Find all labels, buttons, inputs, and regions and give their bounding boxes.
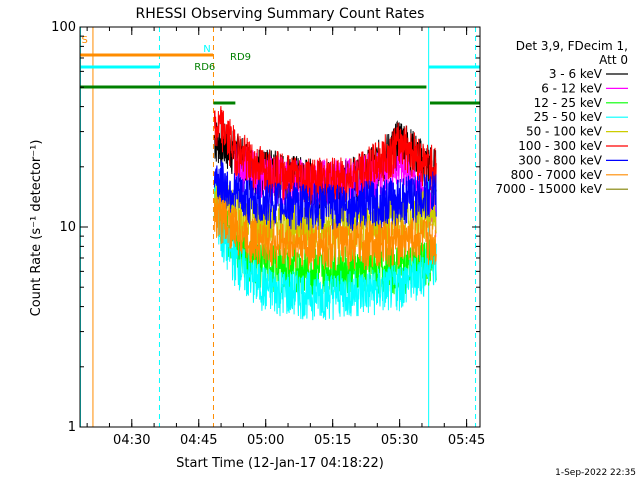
x-tick-label: 05:00 xyxy=(247,433,284,448)
x-tick-label: 05:15 xyxy=(314,433,351,448)
x-tick-label: 05:30 xyxy=(381,433,418,448)
legend-entry-label: 7000 - 15000 keV xyxy=(495,182,602,196)
y-tick-label: 10 xyxy=(59,220,76,235)
legend-entry-label: 800 - 7000 keV xyxy=(511,168,603,182)
chart-title: RHESSI Observing Summary Count Rates xyxy=(136,6,425,22)
legend-entry-label: 25 - 50 keV xyxy=(534,110,603,124)
flag-label: S xyxy=(81,35,87,46)
y-tick-label: 1 xyxy=(68,420,76,435)
x-axis-label: Start Time (12-Jan-17 04:18:22) xyxy=(176,456,384,471)
legend-header: Det 3,9, FDecim 1, xyxy=(516,39,628,53)
legend-header: Att 0 xyxy=(599,53,628,67)
legend-entry-label: 6 - 12 keV xyxy=(541,81,603,95)
series-line xyxy=(213,181,437,321)
legend-entry-label: 12 - 25 keV xyxy=(534,96,603,110)
x-tick-label: 04:45 xyxy=(180,433,217,448)
legend-entry-label: 3 - 6 keV xyxy=(549,67,603,81)
footer-timestamp: 1-Sep-2022 22:35 xyxy=(555,468,636,478)
series-line xyxy=(213,196,437,271)
plot-area: S N RD9 RD6 1 10 100 04:30 04:45 05:00 05:15 05:30 0… xyxy=(51,20,485,448)
series-line xyxy=(213,160,437,231)
x-tick-label: 05:45 xyxy=(448,433,485,448)
flag-label: RD6 xyxy=(194,62,215,73)
x-tick-label: 04:30 xyxy=(113,433,150,448)
legend-entry-label: 50 - 100 keV xyxy=(526,125,603,139)
legend-entry-label: 300 - 800 keV xyxy=(518,153,602,167)
flag-label: N xyxy=(203,44,210,55)
legend-entry-label: 100 - 300 keV xyxy=(518,139,602,153)
flag-label: RD9 xyxy=(230,52,251,63)
y-axis-label: Count Rate (s⁻¹ detector⁻¹) xyxy=(29,140,44,317)
y-tick-label: 100 xyxy=(51,20,76,35)
